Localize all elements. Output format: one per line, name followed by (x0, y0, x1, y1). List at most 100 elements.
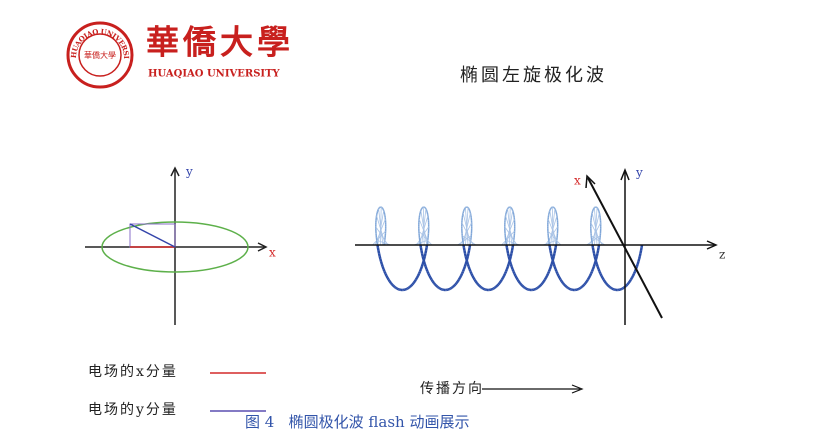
helix-segment (491, 287, 494, 291)
helix-segment (411, 282, 415, 286)
helix-segment (524, 286, 527, 290)
helix-segment (419, 247, 423, 251)
helix-segment (384, 273, 388, 277)
field-ray (461, 235, 477, 246)
helix-segment (434, 283, 438, 287)
helix-segment (393, 285, 397, 289)
helix-segment (596, 250, 600, 254)
helix-segment (439, 287, 442, 291)
helix-segment (627, 280, 631, 284)
helix-segment (413, 278, 417, 283)
helix-segment (590, 268, 595, 272)
helix-segment (549, 250, 553, 254)
axis-label: z (719, 248, 725, 262)
helix-segment (512, 270, 516, 275)
polarization-ellipse (101, 221, 249, 273)
field-ray (462, 212, 472, 246)
helix-segment (379, 261, 384, 265)
helix-segment (470, 273, 474, 277)
helix-segment (543, 277, 548, 281)
field-ray (376, 215, 386, 246)
helix-segment (392, 284, 396, 288)
helix-segment (588, 273, 593, 277)
helix-segment (410, 283, 414, 287)
helix-segment (599, 273, 603, 277)
helix-segment (506, 250, 510, 254)
helix-segment (539, 283, 543, 287)
helix-segment (551, 258, 555, 262)
helix-segment (383, 270, 387, 275)
helix-segment (601, 277, 605, 281)
helix-segment (459, 273, 464, 277)
helix-segment (419, 266, 424, 270)
field-ray (590, 222, 603, 246)
helix-segment (563, 283, 567, 287)
helix-segment (586, 277, 591, 281)
helix-segment (385, 275, 389, 279)
helix-segment (389, 282, 394, 286)
helix-segment (589, 270, 594, 275)
helix-segment (581, 284, 585, 288)
helix-segment (557, 275, 561, 279)
helix-segment (544, 275, 549, 279)
helix-segment (535, 286, 539, 290)
helix-segment (387, 278, 391, 283)
helix-segment (555, 270, 559, 275)
helix-segment (462, 266, 467, 270)
axis-label: y (185, 165, 193, 179)
helix-segment (577, 287, 580, 291)
helix-segment (639, 250, 643, 254)
helix-segment (595, 253, 599, 257)
helix-segment (466, 263, 470, 268)
helix-segment (637, 258, 641, 262)
helix-segment (421, 255, 425, 260)
helix-segment (597, 268, 601, 272)
right-axes (355, 167, 718, 325)
helix-segment (435, 284, 439, 288)
helix-segment (620, 287, 623, 291)
helix-segment (462, 247, 466, 251)
helix-segment (538, 284, 542, 288)
helix-segment (600, 275, 604, 279)
helix-segment (452, 284, 456, 288)
helix-segment (420, 253, 424, 257)
helix-segment (604, 282, 609, 286)
helix-segment (554, 268, 558, 272)
arrow (585, 174, 596, 189)
helix-segment (380, 263, 384, 268)
helix-segment (521, 284, 525, 288)
helix-segment (499, 278, 503, 283)
helix-segment (517, 280, 521, 284)
helix-segment (553, 266, 557, 270)
helix-segment (481, 286, 484, 290)
helix-segment (621, 286, 625, 290)
helix-segment (453, 283, 457, 287)
helix-segment (548, 266, 553, 270)
helix-segment (409, 284, 413, 288)
field-ray (590, 235, 606, 246)
helix-segment (497, 282, 501, 286)
logo-chinese-name: 華僑大學 (146, 23, 294, 62)
helix-segment (551, 261, 556, 265)
helix-segment (376, 247, 380, 251)
helix-segment (547, 268, 552, 272)
helix-segment (460, 270, 465, 275)
helix-segment (429, 277, 433, 281)
helix-segment (450, 285, 454, 289)
helix-segment (456, 278, 460, 283)
helix-segment (578, 286, 582, 290)
helix-segment (425, 268, 429, 272)
helix-segment (463, 263, 467, 268)
helix-segment (463, 253, 467, 257)
helix-segment (466, 253, 470, 257)
helix-segment (431, 280, 435, 284)
helix-segment (565, 285, 569, 289)
helix-segment (505, 266, 510, 270)
field-ray (549, 210, 557, 246)
helix-segment (504, 268, 509, 272)
helix-segment (378, 255, 382, 260)
helix-segment (598, 270, 602, 275)
helix-segment (631, 273, 636, 277)
helix-segment (556, 273, 560, 277)
helix-segment (506, 253, 510, 257)
